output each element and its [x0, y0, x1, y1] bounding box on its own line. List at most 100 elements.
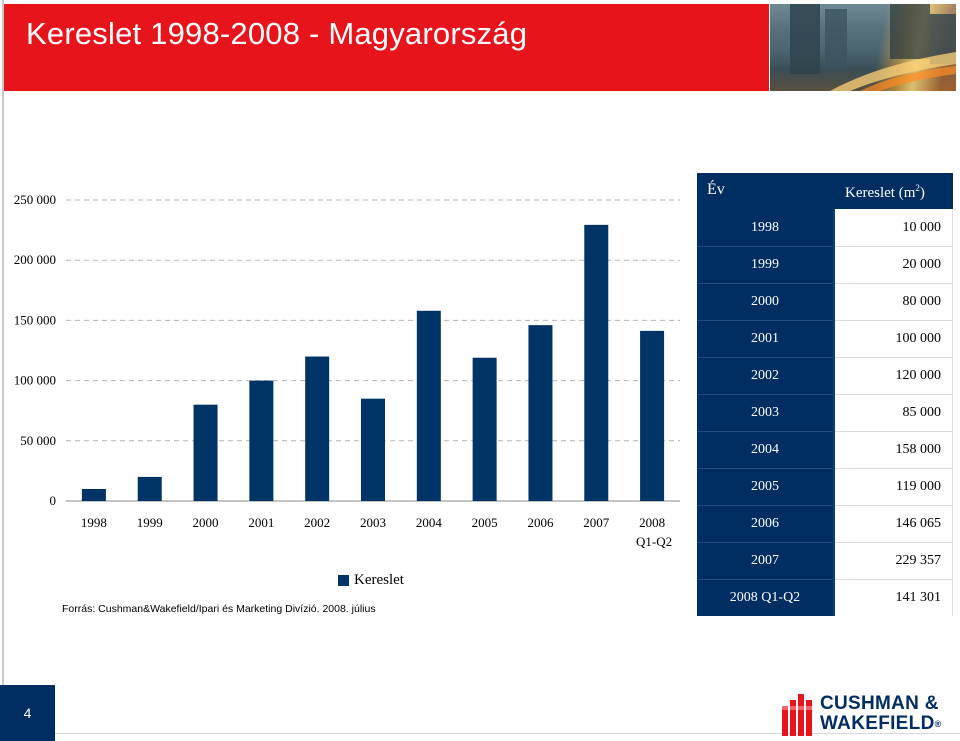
cushman-wakefield-logo: CUSHMAN & WAKEFIELD® — [780, 690, 958, 738]
table-header-year: Év — [707, 181, 725, 198]
page-number: 4 — [23, 705, 32, 721]
source-note: Forrás: Cushman&Wakefield/Ipari és Marke… — [62, 603, 376, 615]
y-tick-label: 250 000 — [14, 192, 56, 207]
table-row-divider — [835, 468, 953, 469]
x-tick-label: 2005 — [472, 515, 498, 530]
x-tick-label: 2004 — [416, 515, 443, 530]
chart-x-axis: 1998 1999 2000 2001 2002 2003 2004 2005 2006 2007… — [81, 515, 672, 549]
table-row-divider — [697, 468, 833, 469]
table-row: 2006 146 065 — [697, 505, 953, 542]
table-cell-value: 119 000 — [896, 479, 941, 494]
table-cell-year: 1998 — [751, 220, 779, 235]
table-cell-value: 10 000 — [902, 220, 942, 235]
cushman-wakefield-logo-icon — [782, 694, 812, 736]
bar — [81, 488, 106, 501]
table-cell-value: 85 000 — [902, 405, 942, 420]
bar — [249, 380, 274, 501]
x-tick-label: 2001 — [248, 515, 274, 530]
chart-bars — [81, 224, 665, 501]
logo-wordmark: CUSHMAN & WAKEFIELD® — [820, 693, 942, 734]
bar — [584, 224, 609, 501]
bar — [528, 325, 553, 501]
x-tick-label: 2007 — [583, 515, 610, 530]
bar — [193, 404, 218, 501]
table-cell-year: 2003 — [751, 405, 779, 420]
table-row-divider — [835, 320, 953, 321]
table-row-divider — [835, 579, 953, 580]
x-tick-label: Q1-Q2 — [636, 534, 672, 549]
table-cell-year: 2001 — [751, 331, 779, 346]
table-cell-value: 120 000 — [895, 368, 942, 383]
table-cell-year: 2004 — [751, 442, 779, 457]
table-header-value: Kereslet (m2) — [845, 183, 925, 201]
page-title: Kereslet 1998-2008 - Magyarország — [26, 16, 528, 51]
table-row-divider — [697, 246, 833, 247]
table-cell-value: 146 065 — [895, 516, 942, 531]
table-row-divider — [697, 357, 833, 358]
table-row: 2001 100 000 — [697, 320, 953, 357]
table-cell-value: 80 000 — [902, 294, 942, 309]
demand-bar-chart: 0 50 000 100 000 150 000 200 000 250 000 1998… — [14, 192, 680, 549]
table-cell-year: 2007 — [751, 553, 779, 568]
legend-label: Kereslet — [354, 571, 404, 588]
bar — [305, 356, 330, 501]
y-tick-label: 0 — [50, 493, 57, 508]
table-row-divider — [697, 320, 833, 321]
city-photo-illustration — [790, 4, 956, 91]
table-row-divider — [835, 505, 953, 506]
bar — [416, 310, 441, 501]
table-row: 1998 10 000 — [697, 209, 953, 246]
table-row-divider — [697, 579, 833, 580]
legend-swatch — [338, 574, 349, 586]
table-cell-year: 2005 — [751, 479, 779, 494]
y-tick-label: 150 000 — [14, 312, 56, 327]
bar — [137, 476, 162, 501]
x-tick-label: 2003 — [360, 515, 386, 530]
header-city-photo — [770, 4, 956, 91]
x-tick-label: 1999 — [137, 515, 163, 530]
x-tick-label: 2000 — [193, 515, 219, 530]
table-cell-year: 2008 Q1-Q2 — [729, 590, 801, 605]
table-row-divider — [835, 542, 953, 543]
bar — [361, 398, 385, 501]
table-column-divider — [833, 209, 835, 616]
table-header: Év Kereslet (m2) — [697, 173, 953, 209]
x-tick-label: 2006 — [527, 515, 554, 530]
table-cell-value: 20 000 — [902, 257, 942, 272]
table-row-divider — [697, 542, 833, 543]
page-number-box: 4 — [0, 685, 55, 741]
table-cell-year: 2000 — [751, 294, 779, 309]
table-cell-value: 158 000 — [895, 442, 942, 457]
table-row: 2007 229 357 — [697, 542, 953, 579]
table-cell-value: 100 000 — [895, 331, 942, 346]
header-bar: Kereslet 1998-2008 - Magyarország — [4, 4, 769, 91]
table-row-divider — [835, 357, 953, 358]
table-cell-year: 2006 — [751, 516, 779, 531]
table-row: 2008 Q1-Q2 141 301 — [697, 579, 953, 616]
table-row-divider — [697, 431, 833, 432]
table-row: 2000 80 000 — [697, 283, 953, 320]
footer-divider — [55, 733, 960, 734]
table-row: 2004 158 000 — [697, 431, 953, 468]
table-cell-year: 2002 — [751, 368, 779, 383]
table-row: 2005 119 000 — [697, 468, 953, 505]
left-border — [2, 0, 4, 741]
chart-y-axis: 0 50 000 100 000 150 000 200 000 250 000 — [14, 192, 56, 508]
table-row-divider — [697, 505, 833, 506]
y-tick-label: 50 000 — [20, 433, 56, 448]
x-tick-label: 2008 — [639, 515, 665, 530]
table-row-divider — [835, 431, 953, 432]
y-tick-label: 100 000 — [14, 373, 56, 388]
x-tick-label: 1998 — [81, 515, 107, 530]
x-tick-label: 2002 — [304, 515, 330, 530]
table-row: 1999 20 000 — [697, 246, 953, 283]
table-row: 2002 120 000 — [697, 357, 953, 394]
table-row-divider — [835, 394, 953, 395]
table-cell-value: 141 301 — [895, 590, 942, 605]
table-row-divider — [835, 246, 953, 247]
y-tick-label: 200 000 — [14, 252, 56, 267]
table-row: 2003 85 000 — [697, 394, 953, 431]
table-row-divider — [835, 283, 953, 284]
bar — [472, 357, 497, 501]
table-row-divider — [697, 394, 833, 395]
